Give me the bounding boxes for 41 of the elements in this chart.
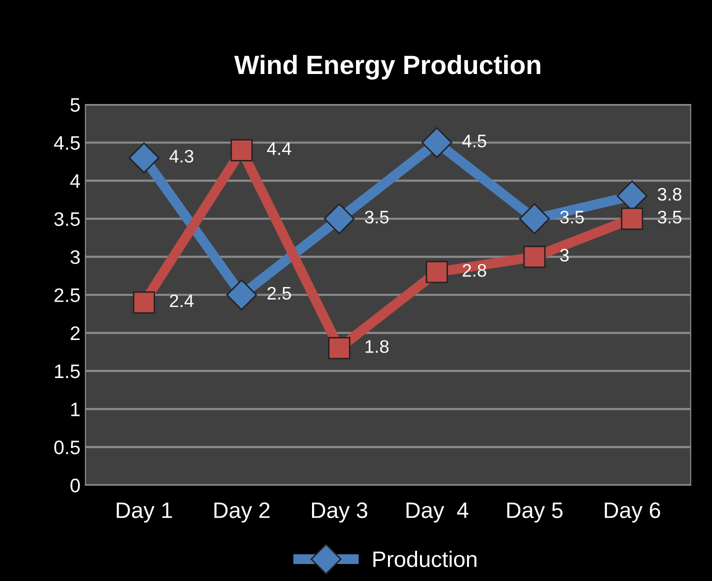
data-label: 3.5 [560,210,584,224]
x-tick-label: Day 3 [312,502,368,523]
data-label: 1.8 [366,340,389,353]
y-tick-label: 4 [70,174,80,188]
data-label: 2.4 [170,294,194,308]
data-label: 3.5 [658,210,682,224]
data-label: 4.4 [267,142,292,155]
data-label: 2.5 [268,286,291,300]
point [523,246,546,268]
data-label: 3.5 [364,210,389,224]
point [230,139,253,162]
y-tick-label: 0.5 [54,440,80,454]
point [328,337,350,360]
point [226,279,258,310]
y-tick-label: 5 [70,98,80,112]
point [324,203,355,234]
chart-title: Wind Energy Production [234,54,540,80]
point [426,260,448,284]
point [128,142,160,174]
y-tick-label: 2.5 [54,288,80,302]
point [421,127,452,158]
y-tick-label: 2 [70,326,80,340]
y-tick-label: 3.5 [54,212,80,226]
legend-label: Production [373,550,476,568]
x-tick-label: Day 1 [116,502,172,523]
x-tick-label: Day 4 [406,502,468,523]
y-tick-label: 1 [71,402,80,416]
data-label: 4.5 [462,134,486,148]
data-label: 4.3 [169,150,194,163]
x-tick-label: Day 6 [604,502,660,523]
point [132,291,156,314]
point [620,208,644,230]
y-tick-label: 1.5 [55,364,80,378]
point [519,203,550,234]
x-tick-label: Day 2 [214,502,270,523]
y-tick-label: 4.5 [54,136,80,150]
data-label: 3 [560,248,569,262]
x-tick-label: Day 5 [507,502,563,523]
data-label: 3.8 [658,188,682,201]
y-tick-label: 3 [70,250,80,264]
y-tick-label: 0 [70,478,80,492]
